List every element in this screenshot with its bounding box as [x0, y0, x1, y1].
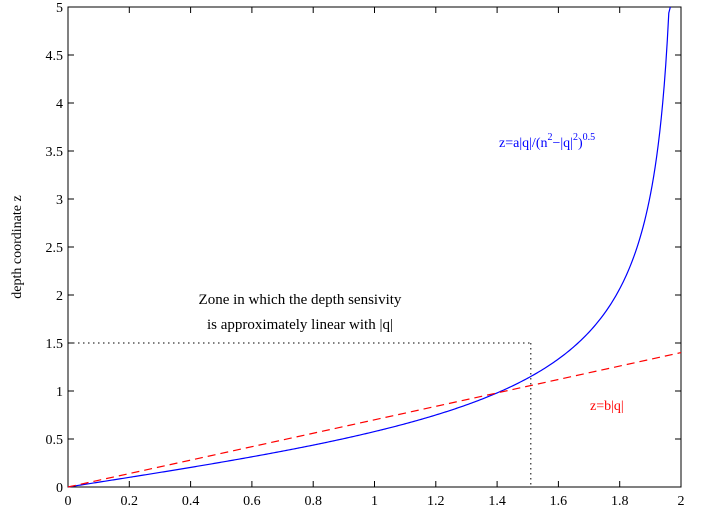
y-tick-label: 0: [56, 481, 63, 496]
y-tick-label: 3: [56, 193, 63, 208]
x-tick-label: 0.2: [121, 494, 139, 509]
y-tick-label: 2: [56, 289, 63, 304]
label-text: z=a|q|/(n: [499, 136, 547, 151]
zone-annotation-line1: Zone in which the depth sensivity: [199, 292, 402, 308]
label-superscript: 0.5: [583, 132, 596, 143]
curve-blue-line: [67, 6, 671, 488]
x-tick-label: 1.8: [611, 494, 629, 509]
y-tick-label: 1.5: [46, 337, 64, 352]
y-tick-label: 1: [56, 385, 63, 400]
y-tick-label: 0.5: [46, 433, 64, 448]
series-label-linear: z=b|q|: [590, 399, 624, 414]
x-tick-label: 0.6: [243, 494, 261, 509]
y-tick-label: 4.5: [46, 49, 64, 64]
label-text: −|q|: [552, 136, 573, 151]
series-label-curve: z=a|q|/(n2−|q|2)0.5: [499, 132, 595, 151]
x-tick-label: 1.6: [550, 494, 568, 509]
y-tick-label: 2.5: [46, 241, 64, 256]
y-axis: 0 0.5 1 1.5 2 2.5 3 3.5 4 4.5 5: [46, 1, 681, 496]
y-tick-label: 4: [56, 97, 63, 112]
x-tick-label: 1.4: [488, 494, 506, 509]
x-tick-label: 2: [678, 494, 685, 509]
zone-boundary: [68, 342, 532, 487]
label-text: ): [578, 136, 583, 151]
x-tick-label: 0.8: [304, 494, 322, 509]
x-tick-label: 1: [371, 494, 378, 509]
y-axis-label: depth coordinate z: [10, 195, 25, 298]
axes-frame: [67, 6, 682, 488]
plot-lines: [67, 6, 682, 488]
x-tick-label: 0.4: [182, 494, 200, 509]
zone-annotation-line2: is approximately linear with |q|: [207, 317, 393, 333]
y-tick-label: 3.5: [46, 145, 64, 160]
x-tick-label: 0: [65, 494, 72, 509]
x-axis: 0 0.2 0.4 0.6 0.8 1 1.2 1.4 1.6 1.8 2: [65, 7, 685, 509]
label-superscript: 2: [547, 132, 552, 143]
plot-area-border: [67, 6, 682, 488]
linear-red-dashed-line: [67, 352, 682, 488]
y-tick-label: 5: [56, 1, 63, 16]
x-tick-label: 1.2: [427, 494, 445, 509]
label-superscript: 2: [573, 132, 578, 143]
